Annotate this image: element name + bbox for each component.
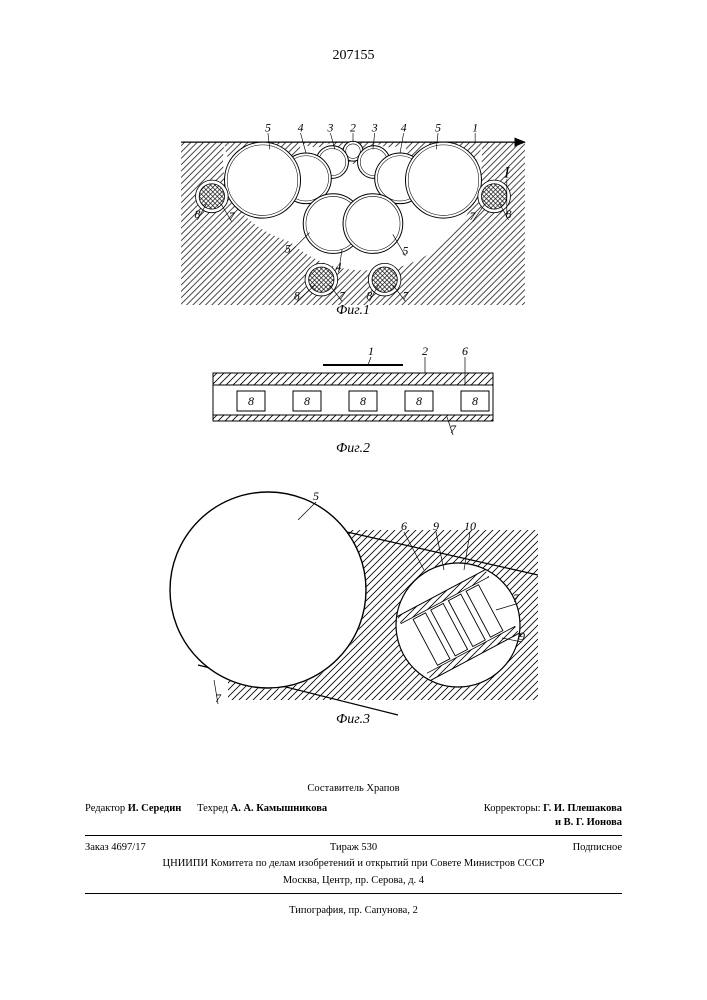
svg-text:2: 2	[422, 345, 428, 358]
svg-text:8: 8	[248, 394, 254, 408]
rule-1	[85, 835, 622, 836]
svg-text:8: 8	[366, 290, 372, 303]
figures-container: 54323451I87785458787 Фиг.1 888881267 Фиг…	[163, 115, 543, 745]
svg-text:2: 2	[350, 121, 356, 134]
fig3-caption: Фиг.3	[163, 712, 543, 728]
svg-text:8: 8	[416, 394, 422, 408]
svg-text:8: 8	[294, 290, 300, 303]
correctors-block: Корректоры: Г. И. Плешакова и В. Г. Ионо…	[484, 802, 622, 830]
svg-text:5: 5	[403, 244, 409, 257]
svg-text:8: 8	[506, 208, 512, 221]
patent-number: 207155	[0, 48, 707, 64]
fig1-caption: Фиг.1	[163, 303, 543, 319]
svg-text:8: 8	[304, 394, 310, 408]
svg-text:7: 7	[513, 591, 520, 605]
svg-text:5: 5	[435, 121, 441, 134]
fig2: 8 8 8 8 8 1 2 6 7	[203, 345, 503, 455]
fig3: 5 6 9 10 7 9 7	[168, 470, 538, 720]
svg-text:5: 5	[313, 489, 319, 503]
editor-label: Редактор	[85, 803, 125, 814]
rule-2	[85, 893, 622, 894]
editor-name: И. Середин	[128, 803, 182, 814]
svg-text:6: 6	[401, 519, 407, 533]
tirage: Тираж 530	[264, 841, 443, 855]
fig2-caption: Фиг.2	[163, 441, 543, 457]
corr1: Г. И. Плешакова	[543, 803, 622, 814]
svg-text:1: 1	[368, 345, 374, 358]
address: Москва, Центр, пр. Серова, д. 4	[85, 874, 622, 888]
svg-text:3: 3	[371, 121, 378, 134]
svg-text:9: 9	[519, 629, 525, 643]
corr2: и В. Г. Ионова	[555, 817, 622, 828]
svg-text:5: 5	[265, 121, 271, 134]
svg-text:7: 7	[450, 422, 457, 436]
svg-text:9: 9	[433, 519, 439, 533]
svg-text:3: 3	[326, 121, 333, 134]
svg-text:10: 10	[464, 519, 476, 533]
svg-text:4: 4	[401, 121, 407, 134]
subscription: Подписное	[443, 841, 622, 855]
svg-text:1: 1	[472, 121, 478, 134]
org: ЦНИИПИ Комитета по делам изобретений и о…	[85, 857, 622, 871]
svg-text:8: 8	[194, 208, 200, 221]
svg-text:4: 4	[298, 121, 304, 134]
svg-text:5: 5	[285, 243, 291, 256]
editor-block: Редактор И. Середин Техред А. А. Камышни…	[85, 802, 327, 830]
tech-name: А. А. Камышникова	[231, 803, 328, 814]
order: Заказ 4697/17	[85, 841, 264, 855]
typography: Типография, пр. Сапунова, 2	[85, 904, 622, 918]
fig1: 54323451I87785458787	[163, 115, 543, 305]
page-root: 207155 54323451I87785458787 Фиг.1 888881…	[0, 0, 707, 1000]
footer: Составитель Храпов Редактор И. Середин Т…	[85, 782, 622, 918]
svg-text:8: 8	[472, 394, 478, 408]
corr-label: Корректоры:	[484, 803, 541, 814]
svg-text:7: 7	[215, 691, 222, 705]
svg-text:8: 8	[360, 394, 366, 408]
compiler: Составитель Храпов	[85, 782, 622, 796]
svg-text:6: 6	[462, 345, 468, 358]
svg-text:4: 4	[336, 261, 342, 274]
tech-label: Техред	[197, 803, 228, 814]
